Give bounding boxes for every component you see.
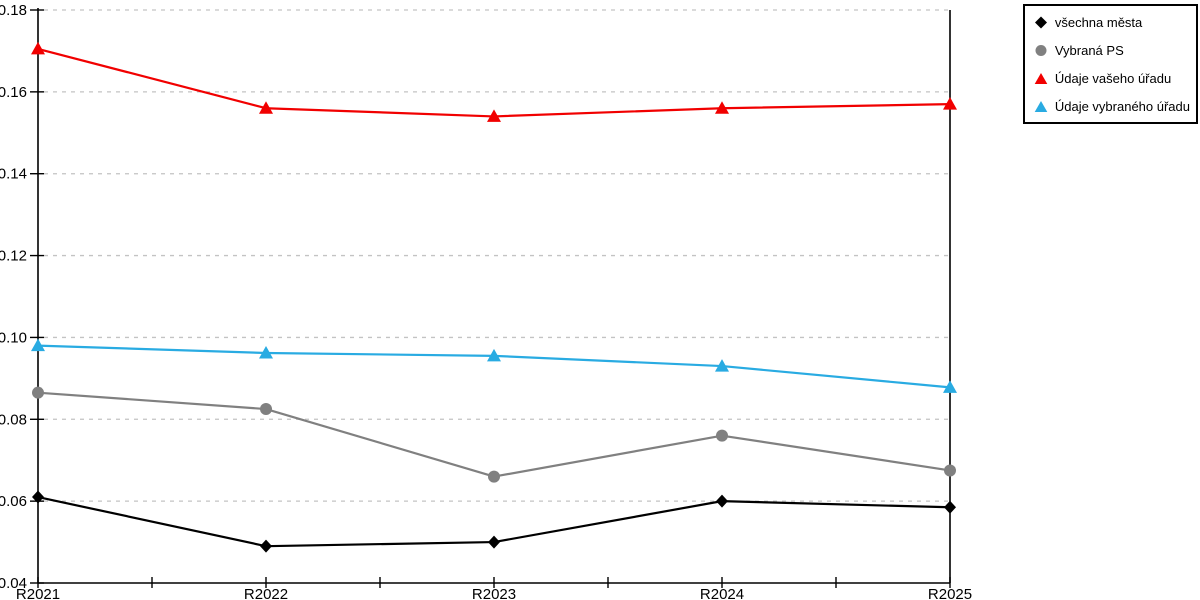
data-point-marker [31,338,45,352]
data-point-marker [32,490,44,504]
x-tick-label: R2024 [700,586,744,600]
y-tick-label: 0.06 [0,493,27,510]
data-point-marker [715,359,729,372]
data-point-marker [31,41,45,55]
data-point-marker [487,348,501,362]
y-tick-label: 0.10 [0,329,27,346]
y-tick-label: 0.04 [0,575,27,592]
legend-item-0: všechna města [1034,8,1190,36]
data-point-marker [944,464,956,477]
triangle-icon [1034,72,1048,84]
data-point-marker [32,386,44,399]
series-line-2 [36,47,952,118]
data-point-marker [716,494,728,508]
diamond-icon [1034,16,1047,28]
data-point-marker [716,429,728,442]
y-tick-label: 0.16 [0,84,27,101]
data-point-marker [260,403,272,416]
data-point-marker [943,97,957,110]
data-point-marker [488,535,500,549]
y-tick-label: 0.12 [0,248,27,265]
data-point-marker [260,539,272,553]
data-point-marker [944,500,956,514]
series-line-1 [36,391,952,478]
legend-item-1: Vybraná PS [1034,36,1190,64]
legend-label: Údaje vybraného úřadu [1054,98,1190,114]
triangle-icon [1034,100,1048,112]
legend-label: Údaje vašeho úřadu [1054,70,1172,86]
y-tick-label: 0.18 [0,2,27,19]
data-point-marker [488,470,500,483]
y-tick-label: 0.14 [0,166,27,183]
x-tick-label: R2021 [16,586,60,600]
data-point-marker [943,380,957,393]
x-tick-label: R2023 [472,586,516,600]
data-point-marker [715,101,729,114]
legend-item-3: Údaje vybraného úřadu [1034,92,1190,120]
x-tick-label: R2025 [928,586,972,600]
data-point-marker [259,101,273,114]
legend-label: všechna města [1054,14,1143,30]
legend: všechna města Vybraná PS Údaje vašeho úřad… [1022,4,1198,124]
y-tick-label: 0.08 [0,411,27,428]
data-point-marker [487,109,501,122]
data-point-marker [259,345,273,359]
x-tick-label: R2022 [244,586,288,600]
circle-icon [1035,44,1047,56]
legend-label: Vybraná PS [1054,42,1124,58]
legend-item-2: Údaje vašeho úřadu [1034,64,1190,92]
